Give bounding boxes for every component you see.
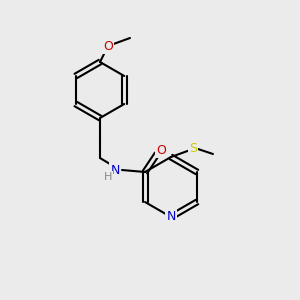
Text: N: N <box>110 164 120 176</box>
Text: N: N <box>166 211 176 224</box>
Text: S: S <box>189 142 197 155</box>
Text: O: O <box>156 143 166 157</box>
Text: O: O <box>103 40 113 52</box>
Text: H: H <box>104 172 112 182</box>
